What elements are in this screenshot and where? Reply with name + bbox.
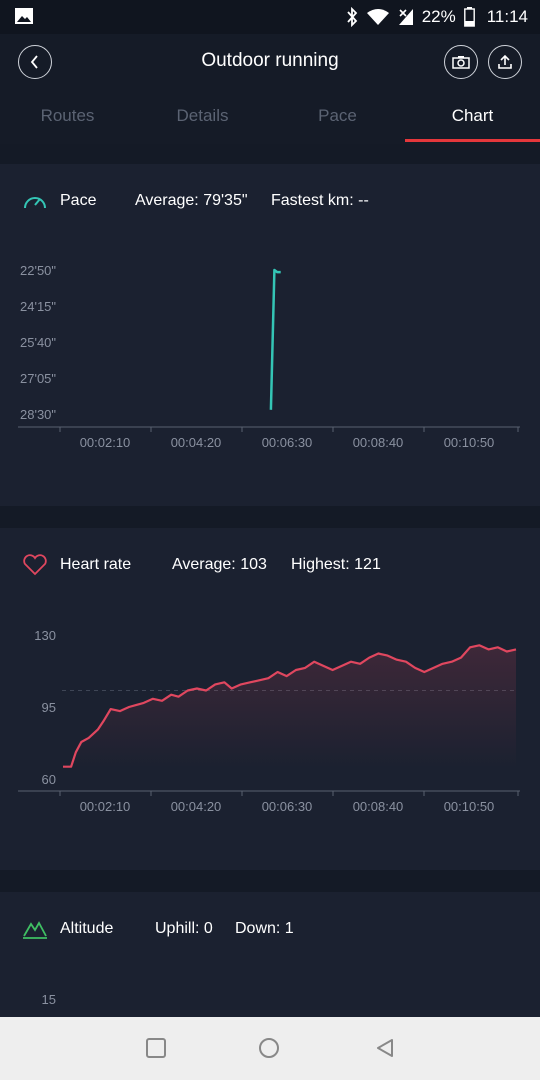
app-header: Outdoor running xyxy=(0,34,540,92)
pace-chart: 22'50" 24'15" 25'40" 27'05" 28'30" 00:02:10 00… xyxy=(18,263,520,450)
pace-fastest: Fastest km: -- xyxy=(271,192,369,209)
x-tick-label: 00:02:10 xyxy=(80,435,131,450)
share-button[interactable] xyxy=(488,45,522,79)
home-icon[interactable] xyxy=(258,1037,280,1059)
back-nav-icon[interactable] xyxy=(374,1037,396,1059)
tab-details[interactable]: Details xyxy=(176,106,229,125)
y-tick-label: 130 xyxy=(34,628,56,643)
altitude-label: Altitude xyxy=(60,920,114,937)
y-tick-label: 22'50" xyxy=(20,263,56,278)
bluetooth-icon xyxy=(347,7,357,27)
tab-bar: Routes Details Pace Chart xyxy=(0,92,540,144)
y-tick-label: 60 xyxy=(42,772,56,787)
x-tick-label: 00:08:40 xyxy=(353,435,404,450)
y-tick-label: 95 xyxy=(42,700,56,715)
x-tick-label: 00:02:10 xyxy=(80,799,131,814)
clock: 11:14 xyxy=(486,7,528,26)
pace-card: Pace Average: 79'35" Fastest km: -- 22'5… xyxy=(0,164,540,506)
y-tick-label: 15 xyxy=(42,992,56,1007)
upload-icon xyxy=(498,54,512,69)
signal-icon xyxy=(398,9,413,25)
x-tick-label: 00:04:20 xyxy=(171,799,222,814)
page-title: Outdoor running xyxy=(201,50,339,71)
heart-rate-label: Heart rate xyxy=(60,556,132,573)
battery-percent: 22% xyxy=(421,7,456,26)
y-tick-label: 25'40" xyxy=(20,335,56,350)
x-tick-label: 00:10:50 xyxy=(444,799,495,814)
pace-label: Pace xyxy=(60,192,97,209)
x-tick-label: 00:04:20 xyxy=(171,435,222,450)
tab-chart[interactable]: Chart xyxy=(405,92,540,144)
altitude-card-header: Altitude Uphill: 0 Down: 1 xyxy=(0,892,540,966)
screenshot-button[interactable] xyxy=(444,45,478,79)
wifi-icon xyxy=(366,9,389,25)
y-tick-label: 28'30" xyxy=(20,407,56,422)
chevron-left-icon xyxy=(30,55,38,69)
system-nav-bar xyxy=(0,1017,540,1080)
altitude-card: Altitude Uphill: 0 Down: 1 15 xyxy=(0,892,540,1017)
mountain-icon xyxy=(23,921,47,939)
heart-rate-card: Heart rate Average: 103 Highest: 121 130… xyxy=(0,528,540,870)
camera-icon xyxy=(452,56,470,69)
x-tick-label: 00:06:30 xyxy=(262,435,313,450)
speedometer-icon xyxy=(24,197,46,209)
altitude-down: Down: 1 xyxy=(235,920,294,937)
x-tick-label: 00:10:50 xyxy=(444,435,495,450)
x-tick-label: 00:08:40 xyxy=(353,799,404,814)
back-button[interactable] xyxy=(18,45,52,79)
pace-card-header: Pace Average: 79'35" Fastest km: -- xyxy=(0,164,540,238)
heart-rate-average: Average: 103 xyxy=(172,556,267,573)
recent-apps-icon[interactable] xyxy=(145,1037,167,1059)
pace-average: Average: 79'35" xyxy=(135,192,248,209)
tab-pace[interactable]: Pace xyxy=(318,106,357,125)
x-tick-label: 00:06:30 xyxy=(262,799,313,814)
altitude-chart: 15 xyxy=(42,992,56,1007)
heart-rate-series-line xyxy=(63,644,517,768)
y-tick-label: 24'15" xyxy=(20,299,56,314)
heart-icon xyxy=(23,554,47,576)
altitude-uphill: Uphill: 0 xyxy=(155,920,213,937)
battery-icon xyxy=(463,7,475,27)
y-tick-label: 27'05" xyxy=(20,371,56,386)
heart-rate-chart: 130 95 60 00:02:10 00:04:20 00:06:30 00:08:40 0… xyxy=(18,628,520,814)
gallery-notification-icon xyxy=(15,8,33,24)
heart-rate-card-header: Heart rate Average: 103 Highest: 121 xyxy=(0,528,540,602)
status-bar: 22% 11:14 xyxy=(0,0,540,34)
heart-rate-highest: Highest: 121 xyxy=(291,556,381,573)
tab-routes[interactable]: Routes xyxy=(40,106,95,125)
heart-rate-area xyxy=(63,645,516,768)
pace-series-line xyxy=(269,268,281,410)
